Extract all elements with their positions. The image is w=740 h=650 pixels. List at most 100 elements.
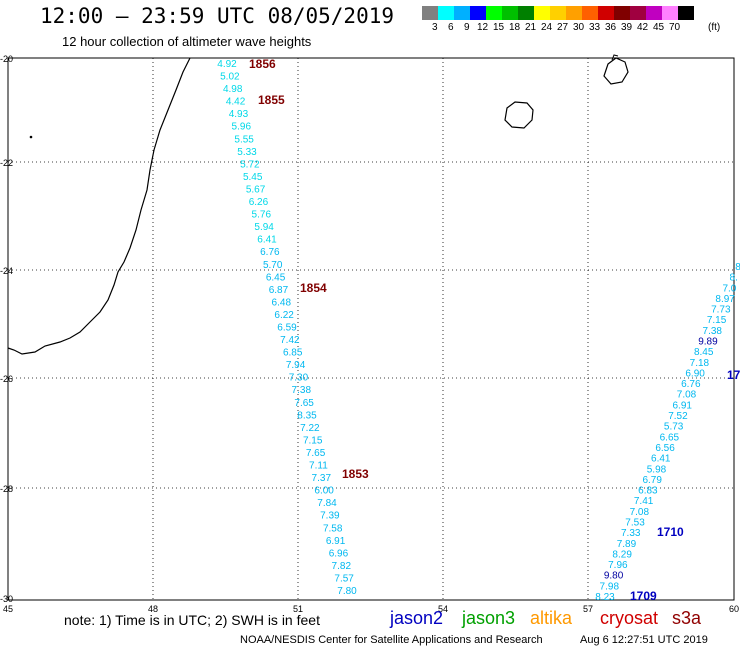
swh-value-track1: 6.45 [266, 272, 286, 283]
swh-value-track1: 5.33 [237, 147, 257, 158]
swh-value-track1: 7.38 [292, 385, 312, 396]
legend-swatch [486, 6, 502, 20]
swh-value-track1: 6.00 [314, 486, 334, 497]
swh-value-track2: 6.56 [655, 443, 675, 454]
swh-value-track1: 5.67 [246, 184, 266, 195]
legend-tick-label: 12 [477, 22, 489, 33]
swh-value-track2: 7.38 [703, 326, 723, 337]
swh-value-track2: 7.08 [630, 507, 650, 518]
latitude-label: -30 [0, 594, 13, 604]
footer-note: note: 1) Time is in UTC; 2) SWH is in fe… [64, 612, 320, 628]
swh-value-track1: 6.87 [269, 285, 289, 296]
longitude-label: 51 [293, 604, 303, 614]
pass-time-1855: 1855 [258, 93, 285, 107]
swh-value-track2: 9.89 [698, 337, 718, 348]
swh-value-track2: 7.52 [668, 411, 688, 422]
swh-value-track1: 7.58 [323, 523, 343, 534]
swh-value-track1: 4.93 [229, 109, 249, 120]
mauritius-island [603, 57, 629, 85]
legend-swatch [646, 6, 662, 20]
legend-tick-label: 30 [573, 22, 585, 33]
legend-swatch [598, 6, 614, 20]
legend-swatch [678, 6, 694, 20]
longitude-label: 45 [3, 604, 13, 614]
generation-timestamp: Aug 6 12:27:51 UTC 2019 [580, 634, 708, 646]
swh-value-track1: 6.91 [326, 536, 346, 547]
pass-time-1710: 1710 [657, 525, 684, 539]
latitude-label: -26 [0, 374, 13, 384]
latitude-label: -22 [0, 158, 13, 168]
swh-value-track2: 7.41 [634, 496, 654, 507]
mauritius-islet [611, 54, 619, 61]
swh-value-track2: 6.79 [642, 475, 662, 486]
latitude-label: -20 [0, 54, 13, 64]
swh-value-track1: 7.94 [286, 360, 306, 371]
swh-value-track1: 6.59 [277, 323, 297, 334]
swh-value-track1: 7.42 [280, 335, 300, 346]
legend-tick-label: 33 [589, 22, 601, 33]
swh-value-track1: 7.82 [332, 561, 352, 572]
swh-value-track2: 5.98 [647, 464, 667, 475]
swh-value-track1: 7.37 [312, 473, 332, 484]
swh-value-track1: 6.76 [260, 247, 280, 258]
legend-tick-label: 36 [605, 22, 617, 33]
longitude-label: 57 [583, 604, 593, 614]
swh-value-track2: 6.65 [660, 432, 680, 443]
swh-value-track1: 6.96 [329, 548, 349, 559]
swh-value-track2: 7.53 [625, 517, 645, 528]
legend-tick-label: 24 [541, 22, 553, 33]
legend-swatch [518, 6, 534, 20]
legend-swatch [582, 6, 598, 20]
swh-value-track2: 8 [735, 262, 740, 273]
swh-value-track2: 6.83 [638, 486, 658, 497]
swh-value-track1: 4.98 [223, 84, 243, 95]
swh-value-track1: 8.35 [297, 410, 317, 421]
color-scale-legend [422, 6, 694, 20]
legend-swatch [502, 6, 518, 20]
satellite-s3a-label: s3a [672, 608, 702, 628]
legend-tick-label: 42 [637, 22, 649, 33]
swh-value-track1: 7.15 [303, 435, 323, 446]
swh-value-track2: 9.80 [604, 571, 624, 582]
legend-swatch [438, 6, 454, 20]
swh-value-track2: 7.33 [621, 528, 641, 539]
legend-swatch [422, 6, 438, 20]
legend-tick-label: 45 [653, 22, 665, 33]
legend-swatch [550, 6, 566, 20]
legend-swatch [662, 6, 678, 20]
pass-time-1856: 1856 [249, 57, 276, 71]
swh-value-track1: 7.11 [309, 461, 328, 472]
swh-value-track1: 6.26 [249, 197, 269, 208]
legend-tick-label: 3 [432, 22, 438, 33]
legend-tick-label: 18 [509, 22, 521, 33]
legend-unit: (ft) [708, 22, 721, 33]
swh-value-track1: 6.85 [283, 348, 303, 359]
legend-swatch [454, 6, 470, 20]
swh-value-track1: 5.02 [220, 72, 240, 83]
swh-value-track1: 7.57 [334, 573, 354, 584]
map-frame [7, 57, 735, 601]
longitude-label: 48 [148, 604, 158, 614]
swh-value-track1: 7.65 [294, 398, 314, 409]
swh-value-track1: 4.92 [217, 59, 237, 70]
swh-value-track2: 8.23 [595, 592, 615, 603]
swh-value-track2: 7.18 [690, 358, 710, 369]
reunion-island [504, 101, 534, 129]
legend-tick-label: 9 [464, 22, 470, 33]
swh-value-track2: 8.29 [612, 549, 632, 560]
legend-swatch [630, 6, 646, 20]
legend-swatch [566, 6, 582, 20]
swh-value-track1: 4.42 [226, 97, 246, 108]
legend-tick-label: 6 [448, 22, 454, 33]
swh-value-track1: 7.80 [337, 586, 357, 597]
swh-value-track1: 7.65 [306, 448, 326, 459]
swh-value-track1: 5.55 [234, 134, 254, 145]
pass-time-1853: 1853 [342, 467, 369, 481]
pass-time-partial: 17 [727, 368, 740, 382]
swh-value-track1: 6.41 [257, 235, 277, 246]
madagascar-coastline [7, 57, 191, 355]
swh-value-track1: 6.48 [272, 297, 292, 308]
legend-swatch [470, 6, 486, 20]
swh-value-track2: 8.97 [715, 294, 735, 305]
